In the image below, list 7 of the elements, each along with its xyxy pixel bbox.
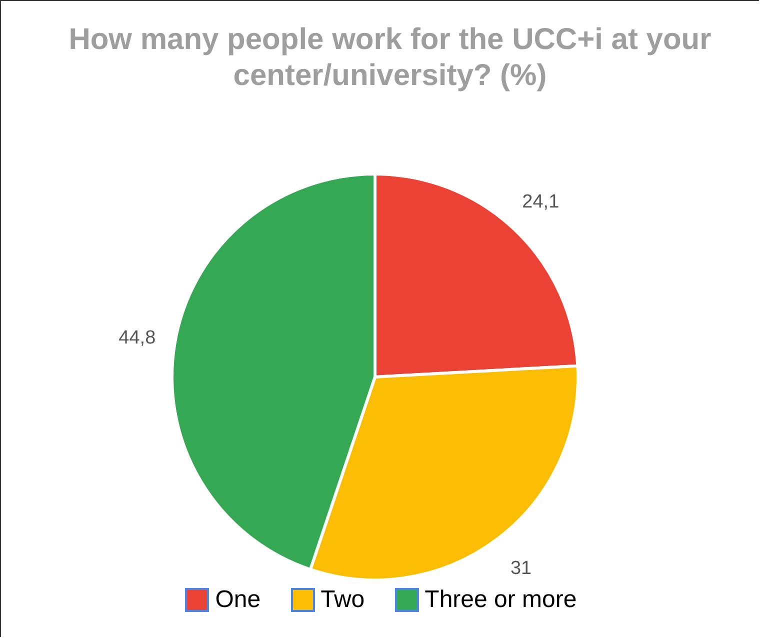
chart-title: How many people work for the UCC+i at your center/university? (%): [68, 22, 712, 94]
legend-label: One: [215, 586, 261, 614]
legend-label: Three or more: [424, 586, 577, 614]
data-label: 44,8: [118, 328, 156, 349]
data-label: 24,1: [522, 191, 560, 212]
legend-label: Two: [320, 586, 365, 614]
data-label: 31: [510, 558, 532, 580]
